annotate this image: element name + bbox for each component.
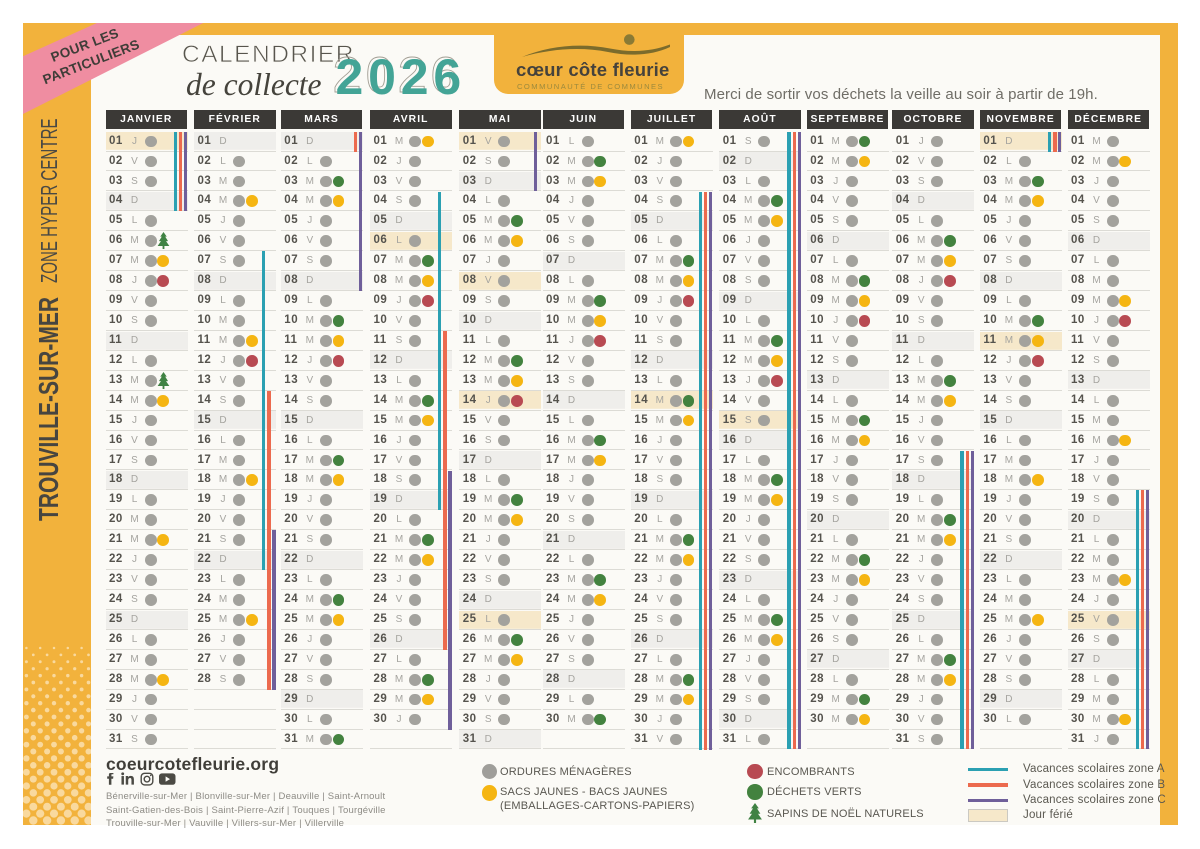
svg-text:2026: 2026 — [333, 47, 463, 103]
svg-text:2026: 2026 — [336, 49, 466, 105]
